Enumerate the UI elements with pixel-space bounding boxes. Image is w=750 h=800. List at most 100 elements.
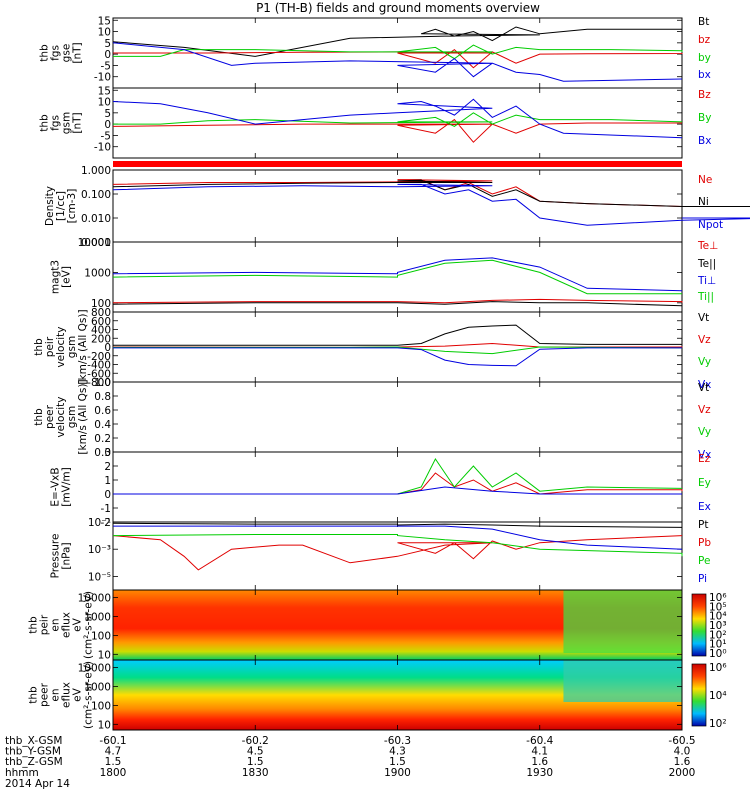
- legend-entry: Pt: [698, 519, 708, 531]
- y-label-line: eV: [72, 687, 84, 701]
- x-row-value: -60.3: [384, 735, 411, 747]
- legend-entry: Vt: [698, 312, 709, 324]
- y-label-line: velocity: [55, 396, 67, 437]
- y-tick-label: -5: [101, 60, 111, 72]
- x-row-value: 1.6: [531, 756, 548, 768]
- legend-entry: Ex: [698, 501, 711, 513]
- y-label-line: thb: [28, 616, 40, 634]
- x-row-value: 1930: [526, 767, 553, 779]
- y-label-line: peir: [44, 336, 56, 357]
- y-axis-label: magt3 [eV]: [50, 260, 73, 294]
- y-tick-label: 1000: [84, 681, 111, 693]
- legend-entry: by: [698, 52, 711, 64]
- y-tick-label: 1.000: [81, 165, 111, 177]
- y-tick-label: 0.4: [94, 419, 111, 431]
- y-label-line: peir: [39, 614, 51, 635]
- legend-entry: Vx: [698, 449, 711, 461]
- x-row-value: 1.5: [105, 756, 122, 768]
- y-tick-label: 800: [91, 307, 111, 319]
- y-label-line: [nT]: [72, 42, 84, 63]
- y-tick-label: -400: [87, 360, 111, 372]
- legend-entry: By: [698, 112, 711, 124]
- y-tick-label: 10⁻¹: [88, 517, 111, 529]
- y-tick-label: 600: [91, 316, 111, 328]
- panel-7: 3 2 1 0 -1 -2 E=-VxB [mV/m] Ez Ey Ex: [50, 447, 711, 529]
- series-line-Ne: [112, 179, 750, 207]
- x-row-value: -60.5: [668, 735, 695, 747]
- y-tick-label: 10: [98, 649, 111, 661]
- y-tick-label: 1000: [84, 267, 111, 279]
- y-label-line: [cm-3]: [66, 189, 78, 224]
- series-line-Bz: [112, 118, 682, 143]
- legend-entry: bz: [698, 34, 711, 46]
- y-label-line: gsm: [66, 406, 78, 428]
- x-row-value: 4.3: [389, 746, 406, 758]
- x-row-value: 4.7: [105, 746, 122, 758]
- series-line-Pi: [113, 525, 683, 550]
- series-line-by: [113, 44, 683, 60]
- y-axis-label: E=-VxB [mV/m]: [50, 467, 73, 506]
- legend-entry: Vt: [698, 382, 709, 394]
- legend-entry: Ni: [698, 196, 709, 208]
- x-row-value: 1800: [100, 767, 127, 779]
- y-tick-label: 1: [104, 475, 111, 487]
- legend-entry: Vz: [698, 404, 711, 416]
- series-line-Ti||: [112, 259, 682, 295]
- panel-8: 10⁻¹ 10⁻³ 10⁻⁵ Pressure [nPa] Pt Pb Pe Pi: [50, 517, 711, 591]
- y-axis-label: thb peir en eflux eV (cm²-s-sr-eV): [28, 591, 95, 659]
- y-label-line: fgs: [50, 45, 62, 61]
- series-line-Ez: [113, 472, 683, 495]
- y-tick-label: -10: [94, 72, 111, 84]
- y-tick-label: 10000: [78, 593, 111, 605]
- y-tick-label: 200: [91, 333, 111, 345]
- legend-entry: Bx: [698, 135, 711, 147]
- legend-entry: Ti⊥: [697, 275, 716, 287]
- y-tick-label: -2: [101, 517, 111, 529]
- colorbar-gradient: [691, 593, 707, 657]
- series-line-Bt: [112, 26, 682, 57]
- y-axis-label: Density [1/cc] [cm-3]: [44, 186, 78, 226]
- legend-entry: Bz: [698, 89, 711, 101]
- y-tick-label: 0.010: [81, 213, 111, 225]
- y-label-line: gse: [61, 44, 73, 63]
- legend-entry: Pe: [698, 555, 710, 567]
- series-line-Ex: [113, 486, 682, 495]
- figure-title: P1 (TH-B) fields and ground moments over…: [256, 1, 540, 15]
- x-row-value: 1.5: [247, 756, 264, 768]
- y-tick-label: -200: [87, 351, 111, 363]
- y-label-line: magt3: [50, 260, 62, 294]
- y-tick-label: 15: [98, 15, 111, 27]
- series-line-Vx: [113, 347, 682, 367]
- legend-entry: Ez: [698, 453, 711, 465]
- y-tick-label: 0.6: [94, 405, 111, 417]
- y-tick-label: 100: [91, 700, 111, 712]
- y-tick-label: -5: [101, 130, 111, 142]
- y-label-line: peer: [44, 404, 56, 429]
- y-label-line: [mV/m]: [61, 467, 73, 506]
- series-line-Vt: [113, 324, 682, 346]
- y-label-line: eV: [72, 617, 84, 631]
- panel-6: 1.0 0.8 0.6 0.4 0.2 0.0 thb peer velocity gsm [km/…: [33, 377, 711, 461]
- legend-entry: bx: [698, 69, 711, 81]
- x-row-value: -60.2: [242, 735, 269, 747]
- colorbar-tick-label: 10²: [709, 629, 727, 641]
- y-tick-label: 100: [91, 630, 111, 642]
- y-tick-label: 1000: [84, 611, 111, 623]
- y-tick-label: -800: [87, 377, 111, 389]
- series-line-Npot: [112, 183, 750, 226]
- y-tick-label: 10: [98, 719, 111, 731]
- x-axis-footer: thb_X-GSM -60.1 -60.2 -60.3 -60.4 -60.5 thb_Y-…: [5, 735, 696, 790]
- separator-bar: [113, 161, 682, 167]
- y-tick-label: -600: [87, 368, 111, 380]
- series-line-Ti⊥: [112, 257, 683, 292]
- y-tick-label: 0: [104, 489, 111, 501]
- y-label-line: Pressure: [50, 534, 62, 579]
- colorbar-gradient: [691, 663, 707, 727]
- legend-entry: Ey: [698, 477, 711, 489]
- y-tick-label: 10: [98, 97, 111, 109]
- y-axis-label: Pressure [nPa]: [50, 534, 73, 579]
- y-label-line: thb: [39, 114, 51, 132]
